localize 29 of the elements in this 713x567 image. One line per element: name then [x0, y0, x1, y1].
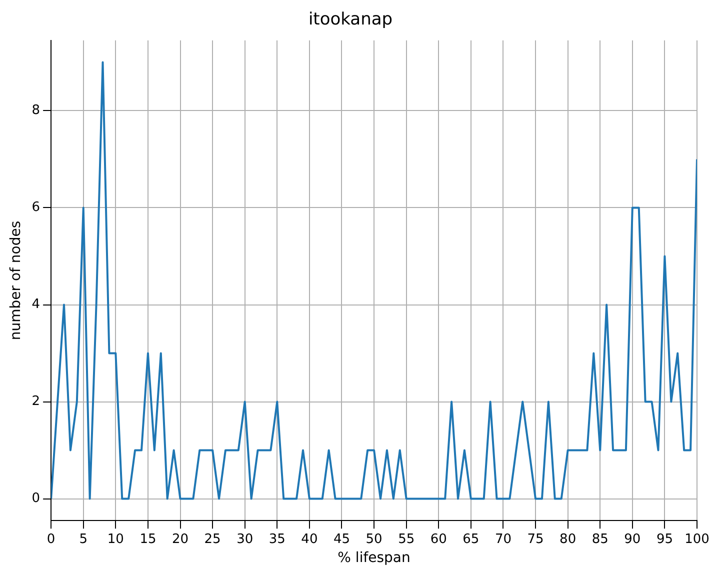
x-tick-label: 50	[366, 532, 382, 547]
x-tick-label: 35	[268, 532, 286, 547]
x-axis-title: % lifespan	[338, 550, 410, 566]
y-tick-label: 0	[32, 491, 40, 506]
x-tick-label: 55	[398, 532, 415, 547]
y-tick-label: 4	[32, 297, 40, 312]
y-axis-title: number of nodes	[8, 220, 24, 340]
x-tick-label: 85	[592, 532, 608, 547]
x-tick-label: 10	[107, 532, 124, 547]
x-tick-label: 25	[204, 532, 221, 547]
x-tick-label: 40	[301, 532, 318, 547]
x-tick-label: 30	[236, 532, 254, 547]
x-tick-label: 100	[684, 532, 710, 547]
x-tick-label: 5	[79, 532, 88, 547]
chart-title: itookanap	[308, 10, 393, 30]
y-tick-label: 2	[32, 394, 40, 410]
x-tick-label: 75	[527, 532, 544, 547]
x-tick-label: 80	[560, 532, 576, 547]
y-tick-label: 6	[32, 200, 40, 216]
x-tick-label: 15	[140, 532, 156, 547]
x-tick-label: 45	[333, 532, 350, 547]
x-tick-label: 0	[46, 532, 56, 547]
y-tick-label: 8	[32, 103, 40, 118]
x-tick-label: 20	[172, 532, 189, 547]
x-tick-label: 60	[430, 532, 447, 547]
x-tick-label: 95	[656, 532, 673, 547]
x-tick-label: 90	[624, 532, 641, 547]
x-tick-label: 65	[462, 532, 480, 547]
x-tick-label: 70	[494, 532, 512, 547]
